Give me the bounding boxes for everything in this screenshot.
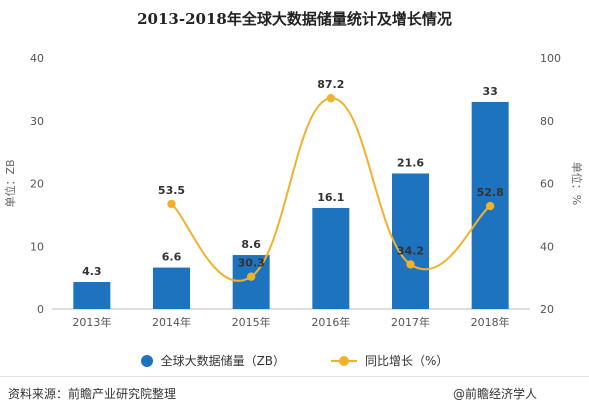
y-left-tick-label: 0 — [37, 303, 44, 316]
bar — [73, 282, 111, 309]
bar — [392, 173, 429, 309]
growth-value-label: 34.2 — [397, 244, 424, 257]
bar-value-label: 6.6 — [162, 251, 182, 264]
legend-item-bar[interactable]: 全球大数据储量（ZB） — [140, 352, 286, 369]
y-right-tick-label: 80 — [540, 115, 554, 128]
x-tick-label: 2017年 — [391, 315, 430, 329]
bar-value-label: 21.6 — [397, 156, 424, 169]
y-right-tick-label: 60 — [540, 178, 554, 191]
y-right-tick-label: 20 — [540, 303, 554, 316]
growth-point — [485, 201, 495, 211]
legend-line-label: 同比增长（%） — [365, 354, 449, 368]
brand-credit: @前瞻经济学人 — [452, 387, 537, 401]
legend: 全球大数据储量（ZB） 同比增长（%） — [0, 352, 589, 369]
y-left-tick-label: 40 — [30, 52, 44, 65]
y-right-tick-label: 100 — [540, 52, 561, 65]
y-left-axis-title: 单位：ZB — [3, 159, 17, 207]
source-note: 资料来源：前瞻产业研究院整理 — [8, 387, 177, 401]
bar — [312, 207, 350, 309]
bar-value-label: 16.1 — [317, 191, 344, 204]
footer: 资料来源：前瞻产业研究院整理 @前瞻经济学人 — [0, 376, 589, 412]
bar-value-label: 4.3 — [82, 265, 102, 278]
bar — [232, 255, 270, 309]
legend-line-marker — [331, 355, 358, 367]
bar-value-label: 8.6 — [241, 238, 261, 251]
x-tick-label: 2014年 — [152, 315, 191, 329]
x-tick-label: 2018年 — [471, 315, 510, 329]
y-left-tick-label: 20 — [30, 178, 44, 191]
legend-item-line[interactable]: 同比增长（%） — [331, 352, 448, 369]
bar — [153, 267, 190, 309]
legend-bar-marker — [140, 354, 153, 367]
growth-value-label: 30.3 — [238, 257, 265, 270]
bar-value-label: 33 — [483, 85, 498, 98]
x-tick-label: 2013年 — [72, 315, 111, 329]
growth-point — [326, 93, 336, 103]
x-tick-label: 2016年 — [311, 315, 350, 329]
growth-point — [246, 272, 256, 281]
y-right-tick-label: 40 — [540, 240, 554, 253]
growth-point — [406, 260, 415, 269]
legend-bar-label: 全球大数据储量（ZB） — [160, 354, 286, 368]
growth-value-label: 53.5 — [158, 184, 185, 197]
y-left-tick-label: 30 — [30, 115, 44, 128]
growth-value-label: 87.2 — [317, 78, 344, 91]
y-right-axis-title: 单位：% — [570, 162, 584, 205]
y-left-tick-label: 10 — [30, 240, 44, 253]
chart-title: 2013-2018年全球大数据储量统计及增长情况 — [137, 10, 452, 28]
x-tick-label: 2015年 — [232, 315, 271, 329]
growth-point — [167, 199, 176, 209]
growth-value-label: 52.8 — [477, 186, 504, 199]
